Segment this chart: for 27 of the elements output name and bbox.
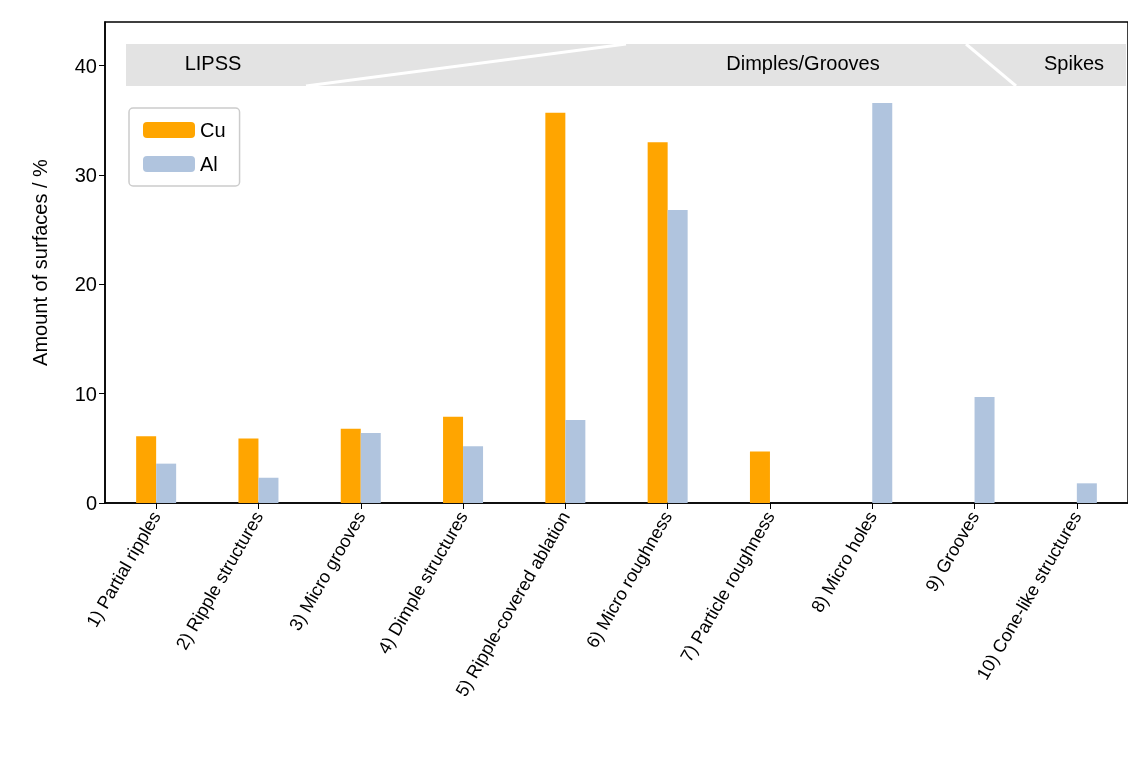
bar (872, 102, 893, 503)
legend-label: Al (200, 153, 218, 175)
y-tick-label: 10 (74, 382, 97, 405)
legend-label: Cu (200, 119, 226, 141)
annotation: Dimples/Grooves (726, 52, 880, 75)
bar (974, 396, 995, 503)
bar (1076, 483, 1097, 503)
annotation: Spikes (1043, 52, 1105, 75)
y-tick-label: 0 (85, 492, 97, 514)
bar (360, 433, 381, 503)
y-tick-label: 40 (74, 54, 97, 77)
bar (749, 451, 770, 503)
y-tick-label: 30 (74, 164, 97, 187)
bar (156, 463, 177, 503)
bar (565, 419, 586, 503)
bar (136, 436, 157, 503)
bar (545, 112, 566, 503)
annotation: LIPSS (184, 52, 242, 75)
y-axis-title: Amount of surfaces / % (29, 158, 51, 366)
bar (340, 428, 361, 503)
y-tick-label: 20 (74, 273, 97, 296)
bar (463, 446, 484, 503)
bar (258, 477, 279, 503)
bar (443, 416, 464, 503)
bar (667, 210, 688, 503)
bar (647, 142, 668, 503)
bar (238, 438, 259, 503)
